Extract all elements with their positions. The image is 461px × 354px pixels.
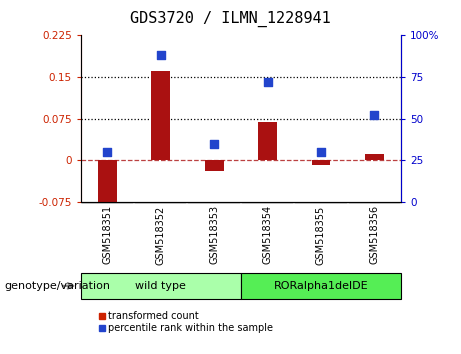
Text: RORalpha1delDE: RORalpha1delDE [274,281,368,291]
Bar [205,160,224,171]
Text: wild type: wild type [136,281,186,291]
Point [104,149,111,155]
Text: GSM518351: GSM518351 [102,205,112,264]
Text: GDS3720 / ILMN_1228941: GDS3720 / ILMN_1228941 [130,11,331,27]
Bar [365,154,384,160]
Bar [312,160,331,165]
Point [211,141,218,147]
Text: GSM518356: GSM518356 [369,205,379,264]
Legend: transformed count, percentile rank within the sample: transformed count, percentile rank withi… [95,308,277,337]
Point [371,113,378,118]
Text: genotype/variation: genotype/variation [5,281,111,291]
Bar [258,122,277,160]
Bar [81,273,241,299]
Text: GSM518355: GSM518355 [316,205,326,264]
Text: GSM518353: GSM518353 [209,205,219,264]
Point [157,52,165,58]
Point [264,79,271,85]
Point [317,149,325,155]
Bar [241,273,401,299]
Bar [151,72,170,160]
Text: GSM518352: GSM518352 [156,205,166,264]
Text: GSM518354: GSM518354 [263,205,272,264]
Bar [98,160,117,213]
